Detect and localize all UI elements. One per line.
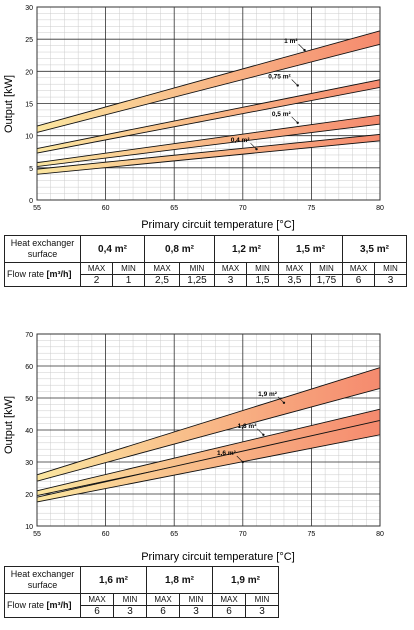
x-tick-label: 75 bbox=[308, 205, 316, 212]
y-tick-label: 30 bbox=[25, 460, 33, 467]
max-value: 2 bbox=[80, 274, 113, 287]
surface-cell: 1,9 m² bbox=[212, 566, 279, 594]
min-value: 1,75 bbox=[310, 274, 343, 287]
x-tick-label: 60 bbox=[102, 205, 110, 212]
x-axis-label-bottom: Primary circuit temperature [°C] bbox=[141, 551, 295, 563]
surface-cell: 1,2 m² bbox=[214, 235, 279, 263]
x-tick-label: 70 bbox=[239, 205, 247, 212]
y-tick-label: 60 bbox=[25, 364, 33, 371]
label-leader bbox=[291, 116, 298, 124]
band-label: 1,9 m² bbox=[258, 391, 278, 398]
min-value: 1 bbox=[112, 274, 145, 287]
label-leader bbox=[236, 455, 244, 463]
max-header: MAX bbox=[342, 262, 375, 275]
band-label: 1,6 m² bbox=[217, 450, 237, 457]
y-tick-label: 5 bbox=[29, 166, 33, 173]
surface-cell: 1,6 m² bbox=[80, 566, 147, 594]
max-value: 3,5 bbox=[278, 274, 311, 287]
x-tick-label: 55 bbox=[33, 531, 41, 538]
max-value: 3 bbox=[214, 274, 247, 287]
min-value: 3 bbox=[179, 605, 213, 618]
max-header: MAX bbox=[214, 262, 247, 275]
band-label: 0,75 m² bbox=[268, 73, 291, 80]
plot-area-bottom: 10 20 30 40 50 60 70 55 60 65 70 75 80 1,9 m² 1,8 m² 1,… bbox=[25, 332, 384, 538]
min-header: MIN bbox=[245, 593, 279, 606]
label-leader bbox=[291, 79, 298, 86]
x-axis-label-top: Primary circuit temperature [°C] bbox=[141, 219, 295, 231]
y-axis-label-bottom: Output [kW] bbox=[3, 396, 15, 454]
band-label: 1 m² bbox=[284, 38, 298, 45]
max-header: MAX bbox=[278, 262, 311, 275]
y-tick-label: 25 bbox=[25, 37, 33, 44]
min-header: MIN bbox=[179, 262, 215, 275]
chart-top: 0 5 10 15 20 25 30 55 60 65 70 75 80 1 m² 0,75 m² 0,5 m… bbox=[3, 5, 384, 231]
surface-cell: 1,5 m² bbox=[278, 235, 343, 263]
flow-rate-table-bottom: Heat exchanger surface 1,6 m² 1,8 m² 1,9 … bbox=[4, 566, 279, 618]
plot-border bbox=[36, 6, 381, 201]
x-tick-label: 65 bbox=[170, 205, 178, 212]
max-value: 6 bbox=[146, 605, 180, 618]
x-tick-label: 55 bbox=[33, 205, 41, 212]
min-header: MIN bbox=[113, 593, 147, 606]
surface-cell: 3,5 m² bbox=[342, 235, 407, 263]
max-header: MAX bbox=[80, 593, 114, 606]
chart-bottom: 10 20 30 40 50 60 70 55 60 65 70 75 80 1,9 m² 1,8 m² 1,… bbox=[3, 332, 384, 563]
label-leader bbox=[298, 43, 305, 51]
band-label: 0,4 m² bbox=[231, 137, 251, 144]
flow-rate-header: Flow rate [m³/h] bbox=[4, 262, 81, 287]
y-tick-label: 0 bbox=[29, 198, 33, 205]
max-header: MAX bbox=[144, 262, 180, 275]
max-header: MAX bbox=[80, 262, 113, 275]
min-value: 1,5 bbox=[246, 274, 279, 287]
min-value: 3 bbox=[113, 605, 147, 618]
label-leader bbox=[257, 428, 264, 436]
surface-cell: 1,8 m² bbox=[146, 566, 213, 594]
max-value: 6 bbox=[80, 605, 114, 618]
y-tick-label: 70 bbox=[25, 332, 33, 339]
y-axis-label-top: Output [kW] bbox=[3, 75, 15, 133]
min-header: MIN bbox=[246, 262, 279, 275]
max-header: MAX bbox=[212, 593, 246, 606]
band-label: 0,5 m² bbox=[272, 111, 292, 118]
y-tick-label: 30 bbox=[25, 5, 33, 12]
surface-header: Heat exchanger surface bbox=[4, 566, 81, 594]
y-tick-label: 50 bbox=[25, 396, 33, 403]
y-tick-label: 10 bbox=[25, 524, 33, 531]
min-header: MIN bbox=[310, 262, 343, 275]
band-label: 1,8 m² bbox=[238, 423, 258, 430]
min-value: 3 bbox=[374, 274, 407, 287]
label-leader bbox=[277, 396, 285, 404]
min-value: 1,25 bbox=[179, 274, 215, 287]
plot-area-top: 0 5 10 15 20 25 30 55 60 65 70 75 80 1 m² 0,75 m² 0,5 m… bbox=[25, 5, 384, 212]
y-tick-label: 40 bbox=[25, 428, 33, 435]
x-tick-label: 80 bbox=[376, 531, 384, 538]
min-header: MIN bbox=[374, 262, 407, 275]
y-tick-label: 15 bbox=[25, 102, 33, 109]
surface-cell: 0,8 m² bbox=[144, 235, 215, 263]
surface-cell: 0,4 m² bbox=[80, 235, 145, 263]
x-tick-label: 60 bbox=[102, 531, 110, 538]
x-tick-label: 75 bbox=[308, 531, 316, 538]
surface-header: Heat exchanger surface bbox=[4, 235, 81, 263]
x-tick-label: 80 bbox=[376, 205, 384, 212]
max-header: MAX bbox=[146, 593, 180, 606]
max-value: 2,5 bbox=[144, 274, 180, 287]
flow-rate-table-top: Heat exchanger surface 0,4 m² 0,8 m² 1,2 … bbox=[4, 235, 407, 287]
max-value: 6 bbox=[212, 605, 246, 618]
y-tick-label: 10 bbox=[25, 134, 33, 141]
label-leader bbox=[250, 142, 257, 150]
min-header: MIN bbox=[179, 593, 213, 606]
min-value: 3 bbox=[245, 605, 279, 618]
x-tick-label: 70 bbox=[239, 531, 247, 538]
y-tick-label: 20 bbox=[25, 492, 33, 499]
max-value: 6 bbox=[342, 274, 375, 287]
min-header: MIN bbox=[112, 262, 145, 275]
flow-rate-header: Flow rate [m³/h] bbox=[4, 593, 81, 618]
y-tick-label: 20 bbox=[25, 69, 33, 76]
x-tick-label: 65 bbox=[170, 531, 178, 538]
plot-border bbox=[36, 333, 381, 527]
